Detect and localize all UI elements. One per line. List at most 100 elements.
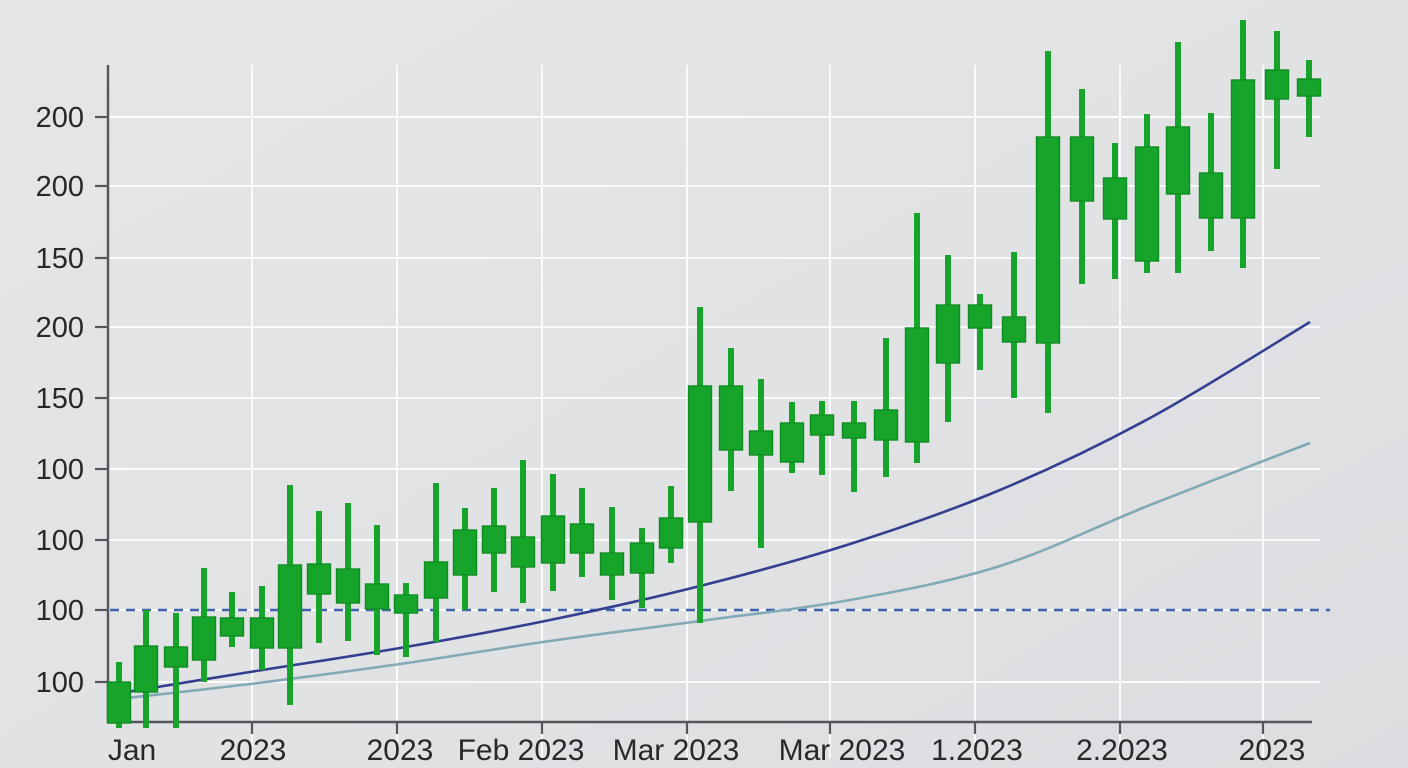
candle-body xyxy=(809,414,835,436)
candle xyxy=(510,460,536,603)
candle xyxy=(1035,51,1061,413)
candle xyxy=(935,255,961,422)
x-tick-label: Mar 2023 xyxy=(779,734,906,767)
candle-body xyxy=(106,681,132,724)
candle xyxy=(841,401,867,492)
candle xyxy=(423,483,449,642)
candle xyxy=(364,525,390,655)
candle-body xyxy=(569,523,595,554)
candle-body xyxy=(1264,69,1290,100)
candle xyxy=(1198,113,1224,251)
candle-body xyxy=(249,617,275,649)
candle-body xyxy=(423,561,449,599)
candle-body xyxy=(1165,126,1191,195)
candle xyxy=(540,474,566,591)
x-tick-label: 2023 xyxy=(1239,734,1306,767)
candle-body xyxy=(1035,136,1061,344)
candle xyxy=(1264,31,1290,169)
candle-body xyxy=(873,409,899,441)
candle-body xyxy=(1134,146,1160,262)
candle xyxy=(629,528,655,608)
x-tick-label: Jan xyxy=(108,734,156,767)
candle xyxy=(658,486,684,563)
candle xyxy=(249,586,275,670)
candle xyxy=(306,511,332,643)
y-tick-label: 100 xyxy=(36,525,84,557)
candle xyxy=(1134,114,1160,273)
x-tick-label: 2.2023 xyxy=(1076,734,1168,767)
candle xyxy=(569,488,595,577)
candle-body xyxy=(599,552,625,576)
candle xyxy=(1069,89,1095,284)
candle-body xyxy=(841,422,867,439)
candle-body xyxy=(481,525,507,554)
candle-body xyxy=(191,616,217,661)
candle-body xyxy=(1102,177,1128,220)
candle xyxy=(106,662,132,728)
candle-body xyxy=(687,385,713,523)
candle-body xyxy=(904,327,930,443)
candle-body xyxy=(1198,172,1224,219)
candle-body xyxy=(510,536,536,568)
candle-body xyxy=(1296,78,1322,97)
candle xyxy=(718,348,744,491)
candle-body xyxy=(393,594,419,614)
candle xyxy=(967,294,993,370)
x-tick-label: 1.2023 xyxy=(931,734,1023,767)
x-tick-label: Mar 2023 xyxy=(613,734,740,767)
candle xyxy=(748,379,774,548)
candle xyxy=(1230,20,1256,268)
y-tick-label: 200 xyxy=(36,102,84,134)
candle-body xyxy=(658,517,684,549)
candle xyxy=(452,508,478,610)
candle-body xyxy=(277,564,303,649)
candle-body xyxy=(133,645,159,693)
y-tick-label: 150 xyxy=(36,383,84,415)
candle xyxy=(687,307,713,623)
y-tick-label: 100 xyxy=(36,454,84,486)
y-tick-label: 150 xyxy=(36,243,84,275)
candle xyxy=(904,213,930,463)
candle xyxy=(393,583,419,657)
candle xyxy=(277,485,303,705)
candle-body xyxy=(335,568,361,604)
candle-body xyxy=(163,646,189,668)
candle xyxy=(1102,143,1128,279)
candle-body xyxy=(935,304,961,364)
x-tick-label: 2023 xyxy=(367,734,434,767)
candle-body xyxy=(718,385,744,451)
candle-body xyxy=(779,422,805,463)
candle-body xyxy=(452,529,478,576)
candle xyxy=(481,488,507,592)
x-tick-label: 2023 xyxy=(220,734,287,767)
candle xyxy=(1165,42,1191,273)
candle-body xyxy=(306,563,332,595)
candle-body xyxy=(1001,316,1027,343)
y-tick-label: 100 xyxy=(36,595,84,627)
y-tick-label: 200 xyxy=(36,171,84,203)
x-tick-label: Feb 2023 xyxy=(458,734,585,767)
candle-body xyxy=(1069,136,1095,202)
candle-body xyxy=(364,583,390,610)
candle-body xyxy=(1230,79,1256,219)
candle xyxy=(1001,252,1027,398)
candle xyxy=(873,338,899,477)
y-tick-label: 100 xyxy=(36,667,84,699)
candle xyxy=(163,613,189,728)
candle-body xyxy=(219,617,245,637)
candle-body xyxy=(540,515,566,564)
candle xyxy=(779,402,805,473)
candle-body xyxy=(967,304,993,329)
candle xyxy=(219,592,245,647)
candle-body xyxy=(629,542,655,574)
candle xyxy=(335,503,361,641)
candle xyxy=(191,568,217,682)
candle xyxy=(809,401,835,475)
y-tick-label: 200 xyxy=(36,312,84,344)
candle xyxy=(133,610,159,728)
candle-body xyxy=(748,430,774,456)
candle xyxy=(599,507,625,600)
candle xyxy=(1296,60,1322,137)
